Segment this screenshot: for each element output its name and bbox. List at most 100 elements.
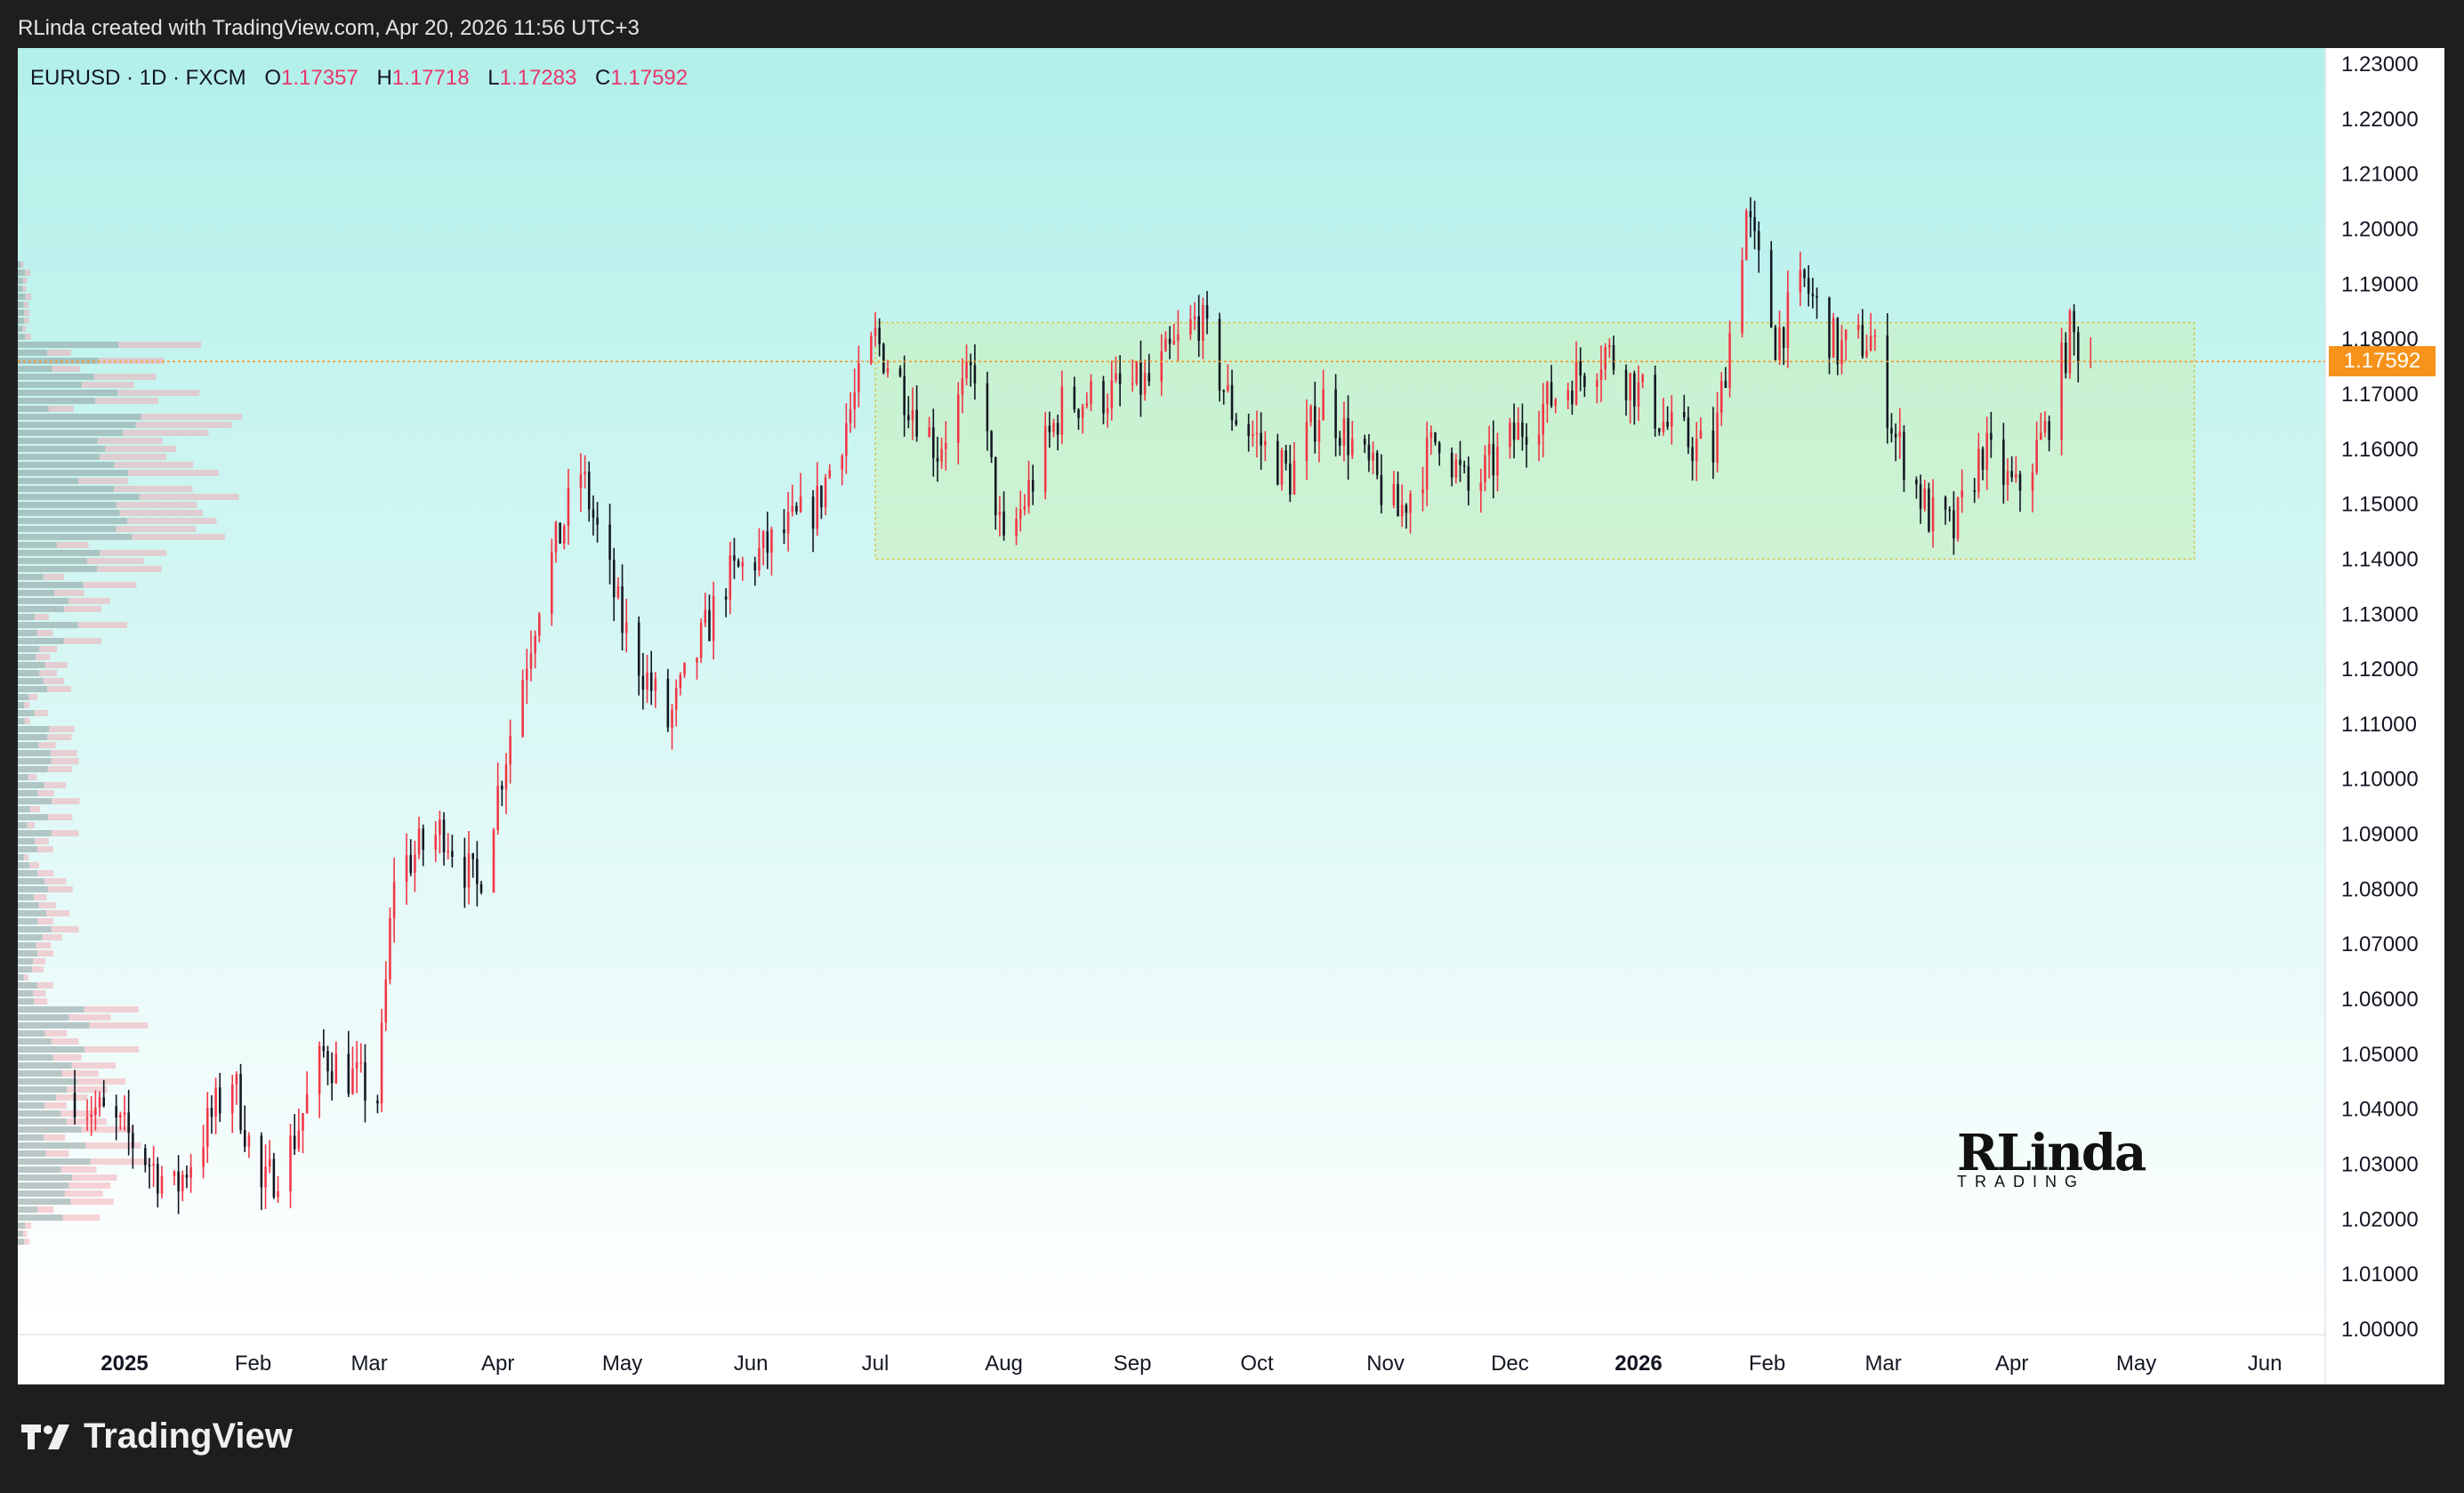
volume-profile-row	[18, 1190, 103, 1197]
candle	[1202, 297, 1204, 359]
candle	[1131, 359, 1134, 392]
candle	[1450, 447, 1453, 487]
price-chart[interactable]: 1.00000 1.01000 1.02000 1.03000 1.04000 1.050…	[18, 48, 2444, 1384]
volume-profile-bar	[44, 1134, 66, 1141]
candle	[1102, 375, 1105, 424]
x-tick-label: Apr	[481, 1352, 514, 1376]
candle-body	[268, 1158, 271, 1166]
volume-profile-bar	[18, 766, 48, 772]
candle	[1177, 310, 1180, 362]
candle	[786, 492, 790, 552]
candle	[1056, 414, 1059, 451]
candle-body	[956, 394, 960, 443]
candle	[1683, 394, 1686, 422]
candle-body	[181, 1174, 184, 1191]
candle-body	[90, 1114, 93, 1118]
candle-body	[305, 1094, 309, 1114]
volume-profile-bar	[27, 822, 36, 828]
candle	[990, 430, 993, 464]
volume-profile-row	[18, 870, 54, 876]
candle-body	[210, 1108, 213, 1118]
candle-body	[1554, 399, 1558, 407]
candle-body	[1073, 386, 1076, 410]
volume-profile-bar	[18, 886, 49, 892]
candle	[157, 1157, 159, 1208]
candle	[504, 753, 508, 814]
candle	[218, 1072, 221, 1123]
candle-body	[737, 561, 740, 567]
candle-body	[509, 736, 511, 765]
candle-body	[202, 1147, 205, 1167]
candle	[1961, 469, 1963, 513]
candle-body	[447, 851, 449, 852]
candle	[1487, 425, 1491, 479]
volume-profile-bar	[18, 1102, 45, 1109]
candle	[1189, 304, 1192, 340]
candle	[1695, 422, 1698, 481]
candle	[783, 509, 785, 545]
candle	[1314, 381, 1317, 454]
volume-profile-bar	[35, 654, 51, 660]
candle-body	[1633, 373, 1636, 408]
x-tick-label: Oct	[1240, 1352, 1274, 1376]
candle	[152, 1145, 155, 1188]
candle	[1869, 312, 1872, 351]
volume-profile-bar	[18, 1118, 67, 1125]
candle	[330, 1052, 334, 1101]
close-label: C	[595, 66, 611, 90]
volume-profile-row	[18, 630, 53, 636]
candle	[414, 840, 416, 892]
candle-body	[994, 456, 997, 516]
candle-body	[1392, 484, 1396, 505]
candle	[1031, 464, 1035, 505]
candle-body	[1230, 384, 1234, 421]
volume-profile-bar	[18, 1022, 90, 1029]
volume-profile-row	[18, 734, 72, 740]
y-tick-label: 1.16000	[2341, 438, 2419, 462]
candle	[559, 522, 561, 545]
volume-profile-row	[18, 790, 54, 796]
candle-body	[587, 472, 591, 510]
candle-body	[596, 517, 599, 525]
volume-profile-bar	[18, 830, 52, 836]
attribution-text: RLinda created with TradingView.com, Apr…	[18, 16, 640, 40]
candle-body	[318, 1045, 321, 1094]
candle-body	[649, 672, 653, 691]
volume-profile-bar	[18, 1014, 69, 1021]
candle-body	[1375, 452, 1379, 475]
candle	[1484, 445, 1486, 492]
y-tick-label: 1.14000	[2341, 547, 2419, 571]
volume-profile-bar	[18, 686, 48, 692]
candle	[1836, 317, 1840, 375]
candle	[1280, 448, 1284, 491]
candle-body	[1571, 390, 1574, 405]
candle	[1135, 360, 1139, 386]
tradingview-logo[interactable]: TradingView	[20, 1416, 293, 1457]
candle-body	[2043, 421, 2047, 433]
chart-frame[interactable]: 1.00000 1.01000 1.02000 1.03000 1.04000 1.050…	[18, 48, 2444, 1384]
candle	[509, 719, 511, 784]
candle	[2043, 411, 2047, 438]
volume-profile-bar	[22, 278, 28, 284]
candle	[671, 704, 673, 750]
volume-profile-row	[18, 910, 70, 916]
volume-profile-bar	[18, 1190, 65, 1197]
volume-profile-bar	[100, 550, 167, 556]
candle	[1832, 312, 1835, 359]
candle	[1537, 410, 1541, 462]
volume-profile-bar	[29, 806, 41, 812]
volume-profile-bar	[24, 702, 30, 708]
y-tick-label: 1.07000	[2341, 932, 2419, 956]
candle	[1247, 413, 1250, 452]
candle	[870, 331, 873, 366]
volume-profile-bar	[44, 1102, 67, 1109]
volume-profile-bar	[18, 846, 37, 852]
candle	[98, 1091, 101, 1118]
candle	[2076, 326, 2080, 383]
candle-body	[654, 678, 657, 691]
volume-profile-bar	[32, 958, 45, 964]
candle-body	[409, 855, 413, 874]
candle	[1060, 370, 1064, 445]
candle-body	[1031, 480, 1035, 492]
y-tick-label: 1.11000	[2341, 713, 2417, 737]
